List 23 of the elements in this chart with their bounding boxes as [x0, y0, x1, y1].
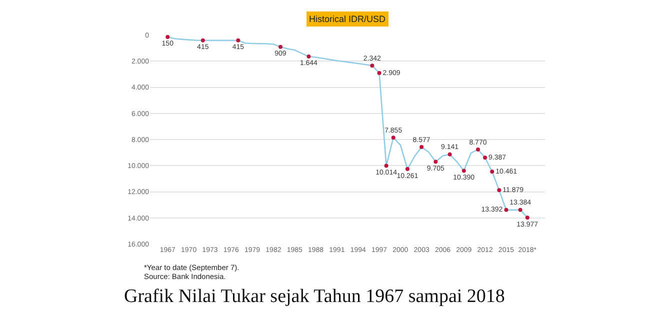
point: [200, 38, 205, 42]
text: Grafik Nilai Tukar sejak Tahun 1967 sampai 2018: [124, 286, 505, 307]
point: [166, 34, 170, 39]
point: [236, 38, 240, 42]
point: [490, 170, 494, 174]
point: [462, 168, 466, 173]
point: [384, 164, 388, 168]
point: [278, 44, 282, 49]
point: [518, 208, 522, 212]
point: [525, 216, 530, 220]
point: [483, 156, 488, 160]
point: [504, 208, 508, 212]
point: [476, 148, 480, 152]
point: [306, 54, 311, 58]
point: [497, 188, 502, 192]
point: [391, 136, 396, 140]
chart-title: Historical IDR/USD: [309, 14, 386, 24]
point: [448, 152, 452, 156]
point: [434, 160, 438, 164]
point: [420, 145, 424, 150]
point: [377, 71, 382, 75]
point: [370, 64, 374, 68]
point: [405, 167, 410, 172]
